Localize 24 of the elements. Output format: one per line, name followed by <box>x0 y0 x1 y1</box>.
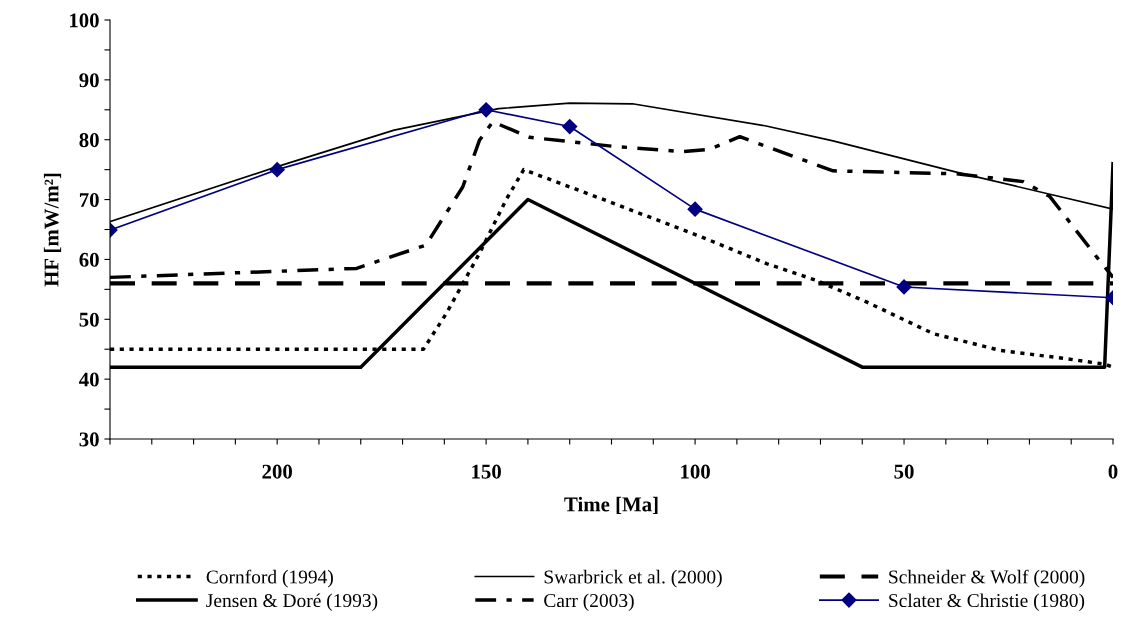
y-tick-label: 50 <box>79 312 99 327</box>
y-tick-label: 70 <box>79 192 99 207</box>
y-tick-label: 80 <box>79 133 99 148</box>
x-tick-label: 200 <box>262 464 292 479</box>
point <box>478 102 494 118</box>
x-tick-label: 0 <box>1108 464 1118 479</box>
legend-label: Cornford (1994) <box>206 569 333 588</box>
legend-label: Schneider & Wolf (2000) <box>889 569 1085 588</box>
legend-label: Jensen & Doré (1993) <box>206 593 378 612</box>
y-tick-label: 90 <box>79 73 99 88</box>
legend-label: Swarbrick et al. (2000) <box>544 569 722 588</box>
x-tick-label: 50 <box>894 464 914 479</box>
x-axis-title: Time [Ma] <box>564 496 658 515</box>
legend-label: Sclater & Christie (1980) <box>889 593 1085 612</box>
point <box>562 118 578 135</box>
y-tick-label: 40 <box>79 372 99 387</box>
y-tick-label: 30 <box>79 432 99 447</box>
point <box>687 201 703 217</box>
y-tick-label: 60 <box>79 252 99 267</box>
y-tick-label: 100 <box>70 13 99 28</box>
y-axis-title: HF [mW/m²] <box>43 173 62 287</box>
x-tick-label: 100 <box>681 464 710 479</box>
x-tick-label: 150 <box>472 464 501 479</box>
legend-label: Carr (2003) <box>544 593 634 612</box>
